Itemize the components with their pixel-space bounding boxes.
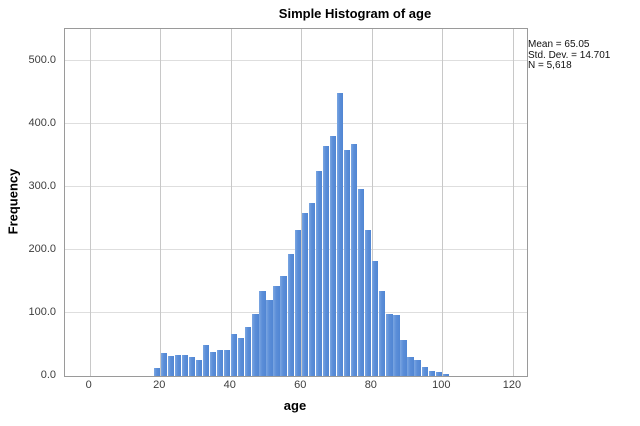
vertical-gridline [442,29,444,376]
y-tick-label: 300.0 [28,179,56,192]
histogram-bar [174,354,181,376]
histogram-bar [216,349,224,376]
histogram-bar [329,135,337,376]
x-tick-label: 60 [294,379,307,391]
histogram-bar [308,203,315,376]
histogram-bar [167,356,174,376]
y-axis-title: Frequency [5,168,21,235]
histogram-bar [195,359,203,376]
plot-area [64,28,528,377]
histogram-bar [224,349,231,376]
histogram-bar [280,275,287,376]
histogram-bar [358,189,365,376]
histogram-bar [414,360,421,376]
vertical-gridline [89,29,91,376]
chart-title: Simple Histogram of age [278,6,432,21]
histogram-bar [238,338,245,376]
histogram-bar [336,93,344,376]
vertical-gridline [301,29,303,376]
histogram-bar [266,299,273,376]
histogram-bar [365,230,372,376]
vertical-gridline [371,29,373,376]
histogram-bar [273,285,280,376]
stats-stddev: Std. Dev. = 14.701 [528,49,611,61]
x-tick-label: 80 [364,379,377,391]
vertical-gridline [230,29,232,376]
histogram-bar [160,353,167,376]
stats-n: N = 5,618 [528,60,572,71]
histogram-bar [435,372,442,376]
histogram-bar [209,352,217,376]
horizontal-gridline [65,59,527,61]
x-tick-label: 20 [153,379,166,391]
histogram-bar [301,213,308,376]
y-tick-label: 500.0 [28,53,56,66]
histogram-bar [245,326,252,376]
y-tick-label: 400.0 [28,116,56,129]
histogram-bar [287,253,294,376]
histogram-bar [315,170,322,376]
histogram-bar [188,357,196,376]
x-tick-label: 100 [432,379,451,391]
horizontal-gridline [65,185,527,187]
histogram-bar [343,149,351,376]
x-axis-title: age [283,398,307,413]
histogram-bar [379,290,386,376]
histogram-bar [372,260,379,376]
vertical-gridline [160,29,162,376]
x-tick-label: 120 [502,379,522,391]
histogram-bar [252,314,259,376]
histogram-bar [259,291,266,376]
histogram-bar [386,314,393,376]
histogram-bar [421,366,428,376]
horizontal-gridline [65,122,527,124]
histogram-bar [181,354,188,376]
histogram-bar [153,368,160,376]
histogram-bar [202,345,210,376]
stats-box: Mean = 65.05 Std. Dev. = 14.701 N = 5,61… [528,39,611,72]
histogram-bar [393,315,400,376]
histogram-bar [400,340,407,376]
x-tick-label: 40 [223,379,236,391]
y-tick-label: 100.0 [28,305,56,318]
stats-mean: Mean = 65.05 [528,39,590,50]
y-tick-label: 0.0 [40,369,56,381]
histogram-bar [442,374,449,376]
histogram-bar [351,143,358,376]
histogram-bar [428,370,435,376]
histogram-bar [294,230,301,376]
histogram-bar [231,334,238,376]
histogram-bar [407,357,414,376]
y-tick-label: 200.0 [28,242,56,255]
histogram-bar [322,146,330,376]
x-tick-label: 0 [85,379,92,391]
vertical-gridline [512,29,514,376]
